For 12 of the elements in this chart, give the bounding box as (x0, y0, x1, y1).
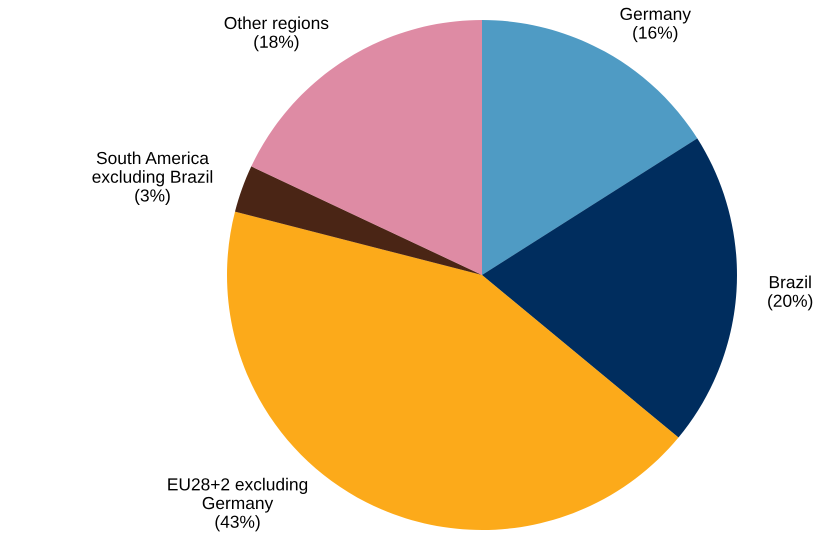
data-label: (43%) (215, 515, 260, 532)
data-label: (16%) (633, 26, 678, 42)
slice-label: Brazil (770, 275, 811, 288)
pie-slice (235, 166, 482, 275)
pie-slice (482, 138, 737, 438)
data-label: (20%) (768, 294, 812, 310)
slice-label: EU28+2 excluding Germany (168, 478, 308, 513)
slice-label: Germany (620, 8, 691, 24)
slice-label: Other regions (224, 16, 328, 33)
data-label: (3%) (135, 188, 170, 206)
data-label: (18%) (254, 35, 298, 52)
slice-label: South America excluding Brazil (92, 151, 212, 186)
